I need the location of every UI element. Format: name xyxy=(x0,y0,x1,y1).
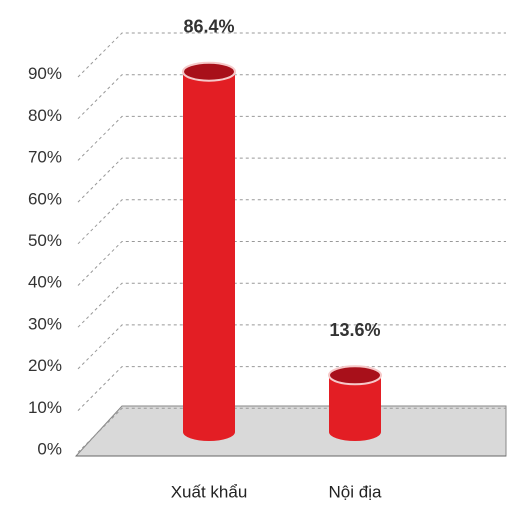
y-tick-label: 60% xyxy=(28,189,62,208)
y-tick-label: 40% xyxy=(28,273,62,292)
grid-line xyxy=(77,74,506,120)
grid-line xyxy=(77,241,506,286)
data-label: 86.4% xyxy=(183,16,234,36)
bar-top xyxy=(328,365,382,386)
y-tick-label: 90% xyxy=(28,64,62,83)
data-label: 13.6% xyxy=(329,320,380,340)
x-tick-label: Nội địa xyxy=(329,482,382,501)
grid-line xyxy=(77,324,506,370)
y-tick-label: 20% xyxy=(28,356,62,375)
y-tick-label: 80% xyxy=(28,106,62,125)
floor xyxy=(74,405,507,457)
grid-line xyxy=(77,157,506,203)
y-tick-label: 30% xyxy=(28,314,62,333)
bar-top xyxy=(182,61,236,82)
grid-line xyxy=(77,199,506,245)
grid-line xyxy=(77,32,506,78)
bar xyxy=(329,375,381,441)
grid-line xyxy=(77,282,506,328)
y-tick-label: 10% xyxy=(28,398,62,417)
y-tick-label: 0% xyxy=(37,439,62,458)
grid-line xyxy=(77,115,506,161)
grid-line xyxy=(77,366,506,411)
bar xyxy=(183,71,235,441)
y-tick-label: 50% xyxy=(28,231,62,250)
x-tick-label: Xuất khẩu xyxy=(171,482,248,501)
y-tick-label: 70% xyxy=(28,148,62,167)
